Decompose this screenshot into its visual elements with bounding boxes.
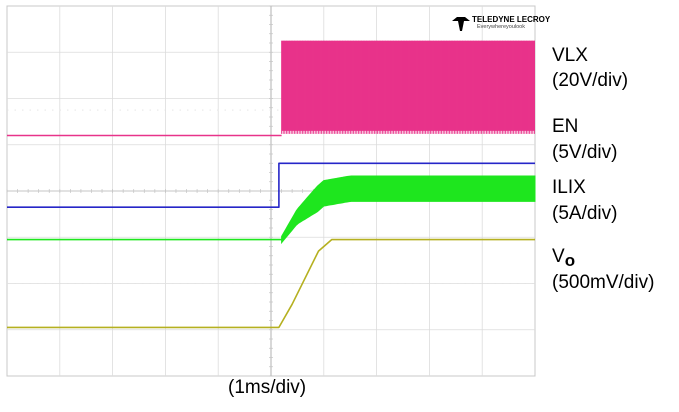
- legend-en-scale: (5V/div): [552, 142, 618, 163]
- trace-vo-line: [7, 238, 535, 329]
- legend-vo-scale: (500mV/div): [552, 272, 655, 293]
- grid: [6, 5, 536, 377]
- trace-ilix-envelope: [281, 175, 536, 245]
- brand-tagline: Everywhereyoulook: [477, 24, 525, 30]
- brand-name: TELEDYNE LECROY: [472, 15, 551, 24]
- trace-vlx-ripple: [281, 40, 535, 134]
- legend-vlx-scale: (20V/div): [552, 70, 629, 91]
- legend-ilix-scale: (5A/div): [552, 203, 618, 224]
- trace-en-line: [7, 162, 535, 208]
- x-axis-label: (1ms/div): [228, 377, 307, 398]
- teledyne-lecroy-logo: [452, 17, 470, 31]
- traces: [7, 40, 536, 329]
- legend-vlx-name: VLX: [552, 45, 588, 66]
- legend-vo-letter: V: [552, 246, 565, 267]
- legend-en-name: EN: [552, 116, 579, 137]
- legend-vo-subscript: o: [564, 251, 576, 270]
- legend-ilix-name: ILIX: [552, 177, 586, 198]
- legend-vo-name: Vo: [552, 246, 576, 270]
